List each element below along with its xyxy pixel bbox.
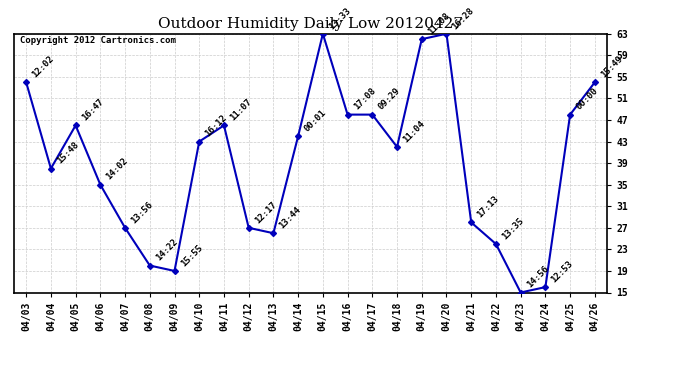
Text: 12:02: 12:02: [30, 54, 56, 80]
Text: 14:22: 14:22: [154, 237, 179, 263]
Text: 15:49: 15:49: [599, 54, 624, 80]
Text: 13:33: 13:33: [327, 6, 353, 31]
Text: 16:47: 16:47: [80, 97, 105, 123]
Text: 14:02: 14:02: [104, 156, 130, 182]
Text: 12:17: 12:17: [253, 200, 278, 225]
Text: Copyright 2012 Cartronics.com: Copyright 2012 Cartronics.com: [20, 36, 176, 45]
Text: 17:13: 17:13: [475, 194, 501, 220]
Text: 00:00: 00:00: [574, 87, 600, 112]
Title: Outdoor Humidity Daily Low 20120427: Outdoor Humidity Daily Low 20120427: [158, 17, 463, 31]
Text: 16:28: 16:28: [451, 6, 476, 31]
Text: 11:04: 11:04: [401, 119, 426, 144]
Text: 11:07: 11:07: [228, 97, 253, 123]
Text: 13:35: 13:35: [500, 216, 526, 241]
Text: 13:44: 13:44: [277, 205, 303, 230]
Text: 09:29: 09:29: [377, 87, 402, 112]
Text: 14:56: 14:56: [525, 264, 550, 290]
Text: 15:48: 15:48: [55, 140, 81, 166]
Text: 17:08: 17:08: [352, 87, 377, 112]
Text: 00:01: 00:01: [302, 108, 328, 134]
Text: 11:08: 11:08: [426, 11, 451, 36]
Text: 16:12: 16:12: [204, 113, 229, 139]
Text: 12:53: 12:53: [549, 259, 575, 284]
Text: 15:55: 15:55: [179, 243, 204, 268]
Text: 13:56: 13:56: [129, 200, 155, 225]
